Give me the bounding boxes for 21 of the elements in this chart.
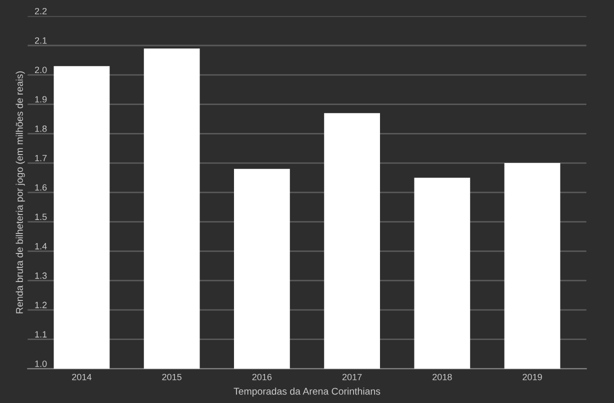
x-tick-label: 2016 bbox=[252, 374, 272, 380]
y-tick-label: 1.0 bbox=[35, 360, 47, 367]
x-tick-label: 2015 bbox=[162, 374, 182, 380]
y-tick-label: 1.9 bbox=[35, 96, 47, 102]
y-tick-label: 1.8 bbox=[35, 125, 47, 132]
y-tick-label: 2.1 bbox=[34, 37, 47, 44]
y-axis-title: Renda bruta de bilheteria por jogo (em milhões de reais) bbox=[16, 71, 25, 314]
y-tick-label: 2.0 bbox=[34, 66, 47, 74]
y-tick-label: 1.6 bbox=[35, 184, 47, 191]
x-axis-title: Temporadas da Arena Corinthians bbox=[234, 388, 380, 397]
x-tick-label: 2018 bbox=[432, 374, 452, 380]
x-tick-label: 2014 bbox=[72, 374, 92, 380]
y-tick-label: 1.7 bbox=[35, 154, 47, 162]
y-tick-label: 1.3 bbox=[35, 272, 47, 279]
y-tick-label: 1.5 bbox=[35, 214, 47, 220]
x-tick-label: 2019 bbox=[522, 374, 542, 380]
x-tick-label: 2017 bbox=[342, 374, 362, 380]
y-tick-label: 1.2 bbox=[35, 302, 47, 308]
y-tick-label: 2.2 bbox=[34, 8, 47, 14]
y-tick-label: 1.1 bbox=[35, 331, 47, 338]
y-tick-label: 1.4 bbox=[35, 243, 47, 250]
